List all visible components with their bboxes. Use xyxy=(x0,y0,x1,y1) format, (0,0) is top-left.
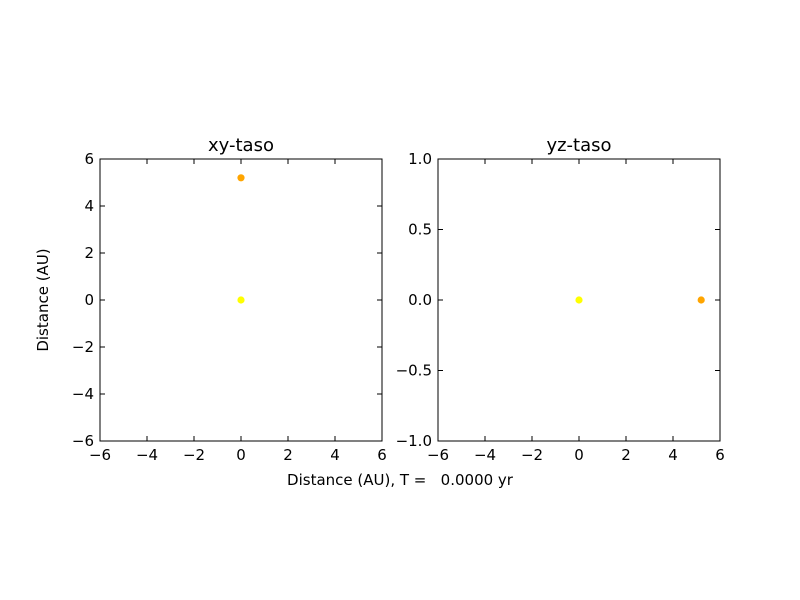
x-tick-label: 2 xyxy=(621,446,631,464)
y-tick-label: 6 xyxy=(84,150,94,168)
x-tick-label: 4 xyxy=(330,446,340,464)
x-tick-label: −2 xyxy=(183,446,205,464)
y-tick-label: −4 xyxy=(72,385,94,403)
x-axis-label: Distance (AU), T = 0.0000 yr xyxy=(287,471,514,489)
x-tick-label: 6 xyxy=(715,446,725,464)
data-point xyxy=(575,296,583,304)
panel-1: xy-taso −6 −4 −2 0 2 4 6 −6 −4 −2 0 2 4 6 xyxy=(72,135,387,464)
y-tick-label: 0.5 xyxy=(408,221,432,239)
panel-2: yz-taso −6 −4 −2 0 2 4 6 −1.0 −0.5 0.0 0.5 1.0 xyxy=(396,135,725,464)
x-tick-label: 6 xyxy=(377,446,387,464)
panel-title: yz-taso xyxy=(546,135,611,156)
y-tick-label: 1.0 xyxy=(408,150,432,168)
x-tick-label: 4 xyxy=(668,446,678,464)
x-tick-label: −4 xyxy=(474,446,496,464)
data-point xyxy=(237,174,245,182)
x-tick-label: −6 xyxy=(427,446,449,464)
x-tick-label: −2 xyxy=(521,446,543,464)
axes-frame xyxy=(99,158,383,442)
y-axis-label: Distance (AU) xyxy=(34,248,52,351)
y-tick-label: 2 xyxy=(84,244,94,262)
y-tick-label: −0.5 xyxy=(396,362,432,380)
y-tick-label: −6 xyxy=(72,432,94,450)
y-tick-label: −1.0 xyxy=(396,432,432,450)
panel-title: xy-taso xyxy=(208,135,274,156)
y-tick-label: 0.0 xyxy=(408,291,432,309)
y-tick-label: 4 xyxy=(84,197,94,215)
data-point xyxy=(237,296,245,304)
x-tick-label: 0 xyxy=(236,446,246,464)
axes-frame xyxy=(437,158,721,442)
data-point xyxy=(697,296,705,304)
x-tick-label: 0 xyxy=(574,446,584,464)
panels: xy-taso −6 −4 −2 0 2 4 6 −6 −4 −2 0 2 4 6 yz-taso −6 −4 −2… xyxy=(72,135,725,464)
y-tick-label: −2 xyxy=(72,338,94,356)
x-tick-label: 2 xyxy=(283,446,293,464)
x-tick-label: −4 xyxy=(136,446,158,464)
x-tick-label: −6 xyxy=(89,446,111,464)
y-tick-label: 0 xyxy=(84,291,94,309)
